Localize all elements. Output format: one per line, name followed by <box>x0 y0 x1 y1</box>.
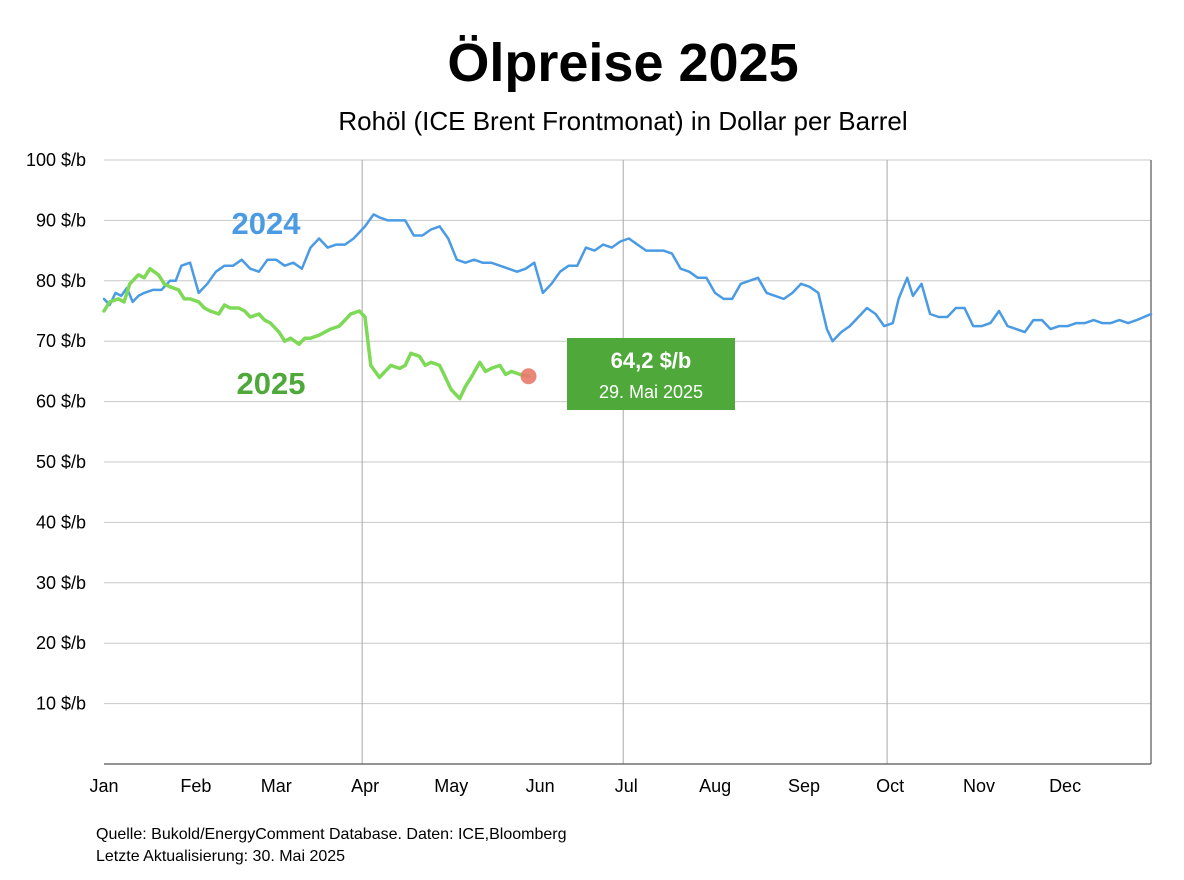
y-tick-label: 60 $/b <box>36 392 86 412</box>
source-note: Quelle: Bukold/EnergyComment Database. D… <box>96 826 567 843</box>
chart-title: Ölpreise 2025 <box>447 33 799 93</box>
y-tick-label: 50 $/b <box>36 452 86 472</box>
y-tick-label: 90 $/b <box>36 210 86 230</box>
x-tick-label: Apr <box>351 776 379 796</box>
series-line-2024 <box>102 213 1153 343</box>
series-line-2025 <box>102 266 531 401</box>
update-note: Letzte Aktualisierung: 30. Mai 2025 <box>96 848 346 865</box>
axes <box>104 160 1152 765</box>
x-tick-label: Dec <box>1049 776 1081 796</box>
y-tick-label: 70 $/b <box>36 331 86 351</box>
x-tick-label: Oct <box>876 776 904 796</box>
series-lines <box>102 213 1153 401</box>
x-axis-labels: Jan Feb Mar Apr May Jun Jul Aug Sep Oct Nov Dec <box>89 776 1081 796</box>
series-label-2025: 2025 <box>237 366 306 401</box>
x-tick-label: Mar <box>261 776 292 796</box>
last-value-box <box>567 338 735 410</box>
y-tick-label: 20 $/b <box>36 633 86 653</box>
y-axis-labels: 10 $/b 20 $/b 30 $/b 40 $/b 50 $/b 60 $/b 70 $… <box>26 150 86 714</box>
y-tick-label: 100 $/b <box>26 150 86 170</box>
x-tick-label: Feb <box>180 776 211 796</box>
x-tick-label: Aug <box>699 776 731 796</box>
y-tick-label: 80 $/b <box>36 271 86 291</box>
chart-subtitle: Rohöl (ICE Brent Frontmonat) in Dollar p… <box>338 106 908 136</box>
y-tick-label: 40 $/b <box>36 512 86 532</box>
grid <box>104 159 1151 764</box>
last-value-marker <box>520 368 537 385</box>
x-tick-label: Jun <box>526 776 555 796</box>
x-tick-label: Jul <box>615 776 638 796</box>
x-tick-label: Jan <box>89 776 118 796</box>
y-tick-label: 30 $/b <box>36 573 86 593</box>
x-tick-label: Sep <box>788 776 820 796</box>
last-date-label: 29. Mai 2025 <box>599 382 703 402</box>
x-tick-label: Nov <box>963 776 995 796</box>
y-tick-label: 10 $/b <box>36 694 86 714</box>
x-tick-label: May <box>434 776 468 796</box>
last-value-label: 64,2 $/b <box>611 348 692 373</box>
series-label-2024: 2024 <box>232 206 302 241</box>
annotations: 2024 2025 64,2 $/b 29. Mai 2025 <box>232 206 735 410</box>
